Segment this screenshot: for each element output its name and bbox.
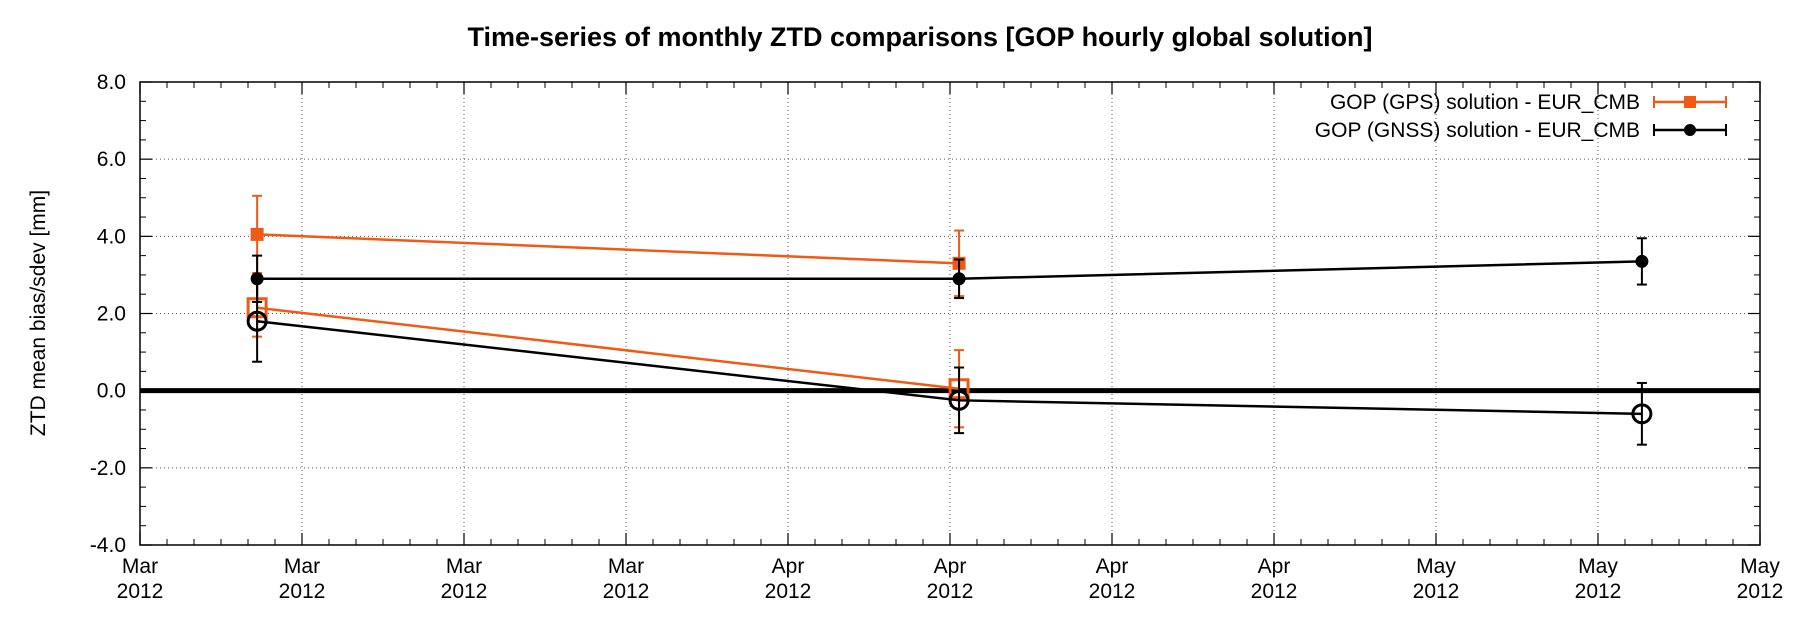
gnss-sdev-point (1635, 254, 1649, 268)
plot-frame (139, 81, 1761, 546)
gps-sdev-point (250, 227, 264, 241)
y-tick-label: 2.0 (97, 303, 126, 326)
y-tick-label: 4.0 (97, 225, 126, 248)
chart-title: Time-series of monthly ZTD comparisons [… (467, 22, 1372, 52)
gnss-sdev-point (952, 272, 966, 286)
axes: -4.0-2.00.02.04.06.08.0Mar2012Mar2012Mar… (90, 71, 1784, 603)
x-tick-label-month: Apr (1096, 555, 1129, 578)
series-layer (246, 194, 1653, 446)
gnss-bias-point (948, 389, 970, 411)
y-tick-label: 6.0 (97, 148, 126, 171)
legend-marker-gnss (1684, 124, 1696, 136)
x-tick-label-month: May (1416, 555, 1456, 578)
x-tick-label-year: 2012 (603, 580, 650, 603)
y-tick-label: -4.0 (90, 534, 126, 557)
y-tick-label: 0.0 (97, 380, 126, 403)
y-axis-label: ZTD mean bias/sdev [mm] (27, 190, 50, 436)
x-tick-label-month: May (1578, 555, 1618, 578)
x-tick-label-month: Mar (284, 555, 320, 578)
x-tick-label-year: 2012 (1413, 580, 1460, 603)
legend: GOP (GPS) solution - EUR_CMB GOP (GNSS) s… (1315, 91, 1727, 142)
x-tick-label-year: 2012 (765, 580, 812, 603)
y-tick-label: -2.0 (90, 457, 126, 480)
x-tick-label-year: 2012 (1737, 580, 1784, 603)
grid (140, 82, 1760, 545)
legend-label-gps: GOP (GPS) solution - EUR_CMB (1330, 91, 1640, 114)
x-tick-label-month: Mar (608, 555, 644, 578)
gps-sdev-line (257, 233, 960, 265)
legend-marker-gps (1684, 96, 1696, 108)
y-tick-label: 8.0 (97, 71, 126, 94)
x-tick-label-month: Mar (122, 555, 158, 578)
x-tick-label-year: 2012 (1089, 580, 1136, 603)
x-tick-label-month: Apr (772, 555, 805, 578)
gps-bias-line (256, 306, 960, 390)
gnss-bias-point (1631, 403, 1653, 425)
x-tick-label-month: Apr (1258, 555, 1291, 578)
x-tick-label-year: 2012 (927, 580, 974, 603)
x-tick-label-year: 2012 (117, 580, 164, 603)
x-tick-label-month: May (1740, 555, 1780, 578)
x-tick-label-year: 2012 (279, 580, 326, 603)
legend-label-gnss: GOP (GNSS) solution - EUR_CMB (1315, 119, 1640, 142)
x-tick-label-year: 2012 (1251, 580, 1298, 603)
x-tick-label-month: Apr (934, 555, 967, 578)
gnss-bias-point (246, 310, 268, 332)
x-tick-label-year: 2012 (1575, 580, 1622, 603)
series-gnss (246, 237, 1653, 446)
x-tick-label-year: 2012 (441, 580, 488, 603)
x-tick-label-month: Mar (446, 555, 482, 578)
